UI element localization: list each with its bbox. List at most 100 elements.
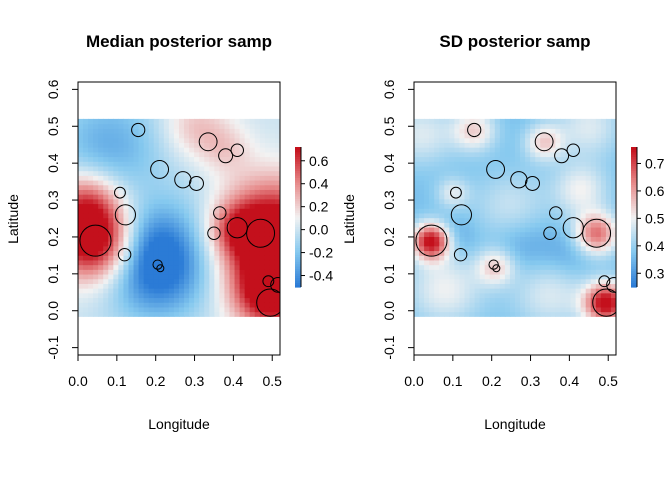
heatmap-cell (610, 128, 616, 134)
heatmap-cell (555, 236, 562, 242)
heatmap-cell (449, 147, 455, 153)
heatmap-cell (158, 283, 165, 289)
heatmap-cell (550, 189, 556, 195)
heatmap-cell (499, 255, 506, 261)
heatmap-cell (244, 273, 251, 280)
heatmap-cell (520, 170, 526, 176)
heatmap-cell (469, 306, 476, 313)
heatmap-cell (545, 212, 551, 219)
heatmap-cell (545, 250, 551, 256)
heatmap-cell (168, 165, 175, 172)
heatmap-cell (138, 269, 145, 275)
heatmap-cell (520, 132, 526, 139)
heatmap-cell (239, 179, 246, 186)
heatmap-cell (98, 208, 104, 214)
heatmap-cell (209, 269, 215, 275)
heatmap-cell (219, 250, 226, 256)
heatmap-cell (515, 245, 521, 252)
heatmap-cell (419, 269, 425, 275)
heatmap-cell (179, 198, 185, 205)
heatmap-cell (219, 259, 226, 266)
heatmap-cell (590, 269, 597, 275)
heatmap-cell (504, 241, 511, 247)
heatmap-cell (449, 288, 455, 294)
heatmap-cell (585, 194, 592, 200)
heatmap-cell (419, 208, 425, 214)
heatmap-cell (459, 236, 466, 242)
heatmap-cell (168, 297, 175, 303)
heatmap-cell (469, 179, 476, 186)
heatmap-cell (454, 226, 461, 233)
site-circle (114, 204, 136, 226)
heatmap-cell (199, 217, 205, 223)
heatmap-cell (234, 231, 241, 237)
heatmap-cell (419, 259, 425, 266)
heatmap-cell (199, 156, 205, 162)
heatmap-cell (444, 217, 450, 223)
heatmap-cell (449, 175, 455, 181)
heatmap-cell (214, 170, 220, 176)
heatmap-cell (264, 212, 271, 219)
heatmap-cell (484, 137, 491, 143)
heatmap-cell (88, 241, 94, 247)
heatmap-cell (234, 194, 241, 200)
heatmap-cell (113, 269, 119, 275)
heatmap-cell (560, 156, 567, 162)
heatmap-cell (254, 306, 261, 313)
heatmap-cell (168, 194, 175, 200)
heatmap-cell (414, 123, 420, 129)
heatmap-cell (484, 273, 491, 280)
heatmap-cell (249, 142, 256, 148)
heatmap-cell (509, 278, 516, 284)
heatmap-cell (209, 137, 215, 143)
heatmap-cell (158, 297, 165, 303)
heatmap-cell (605, 255, 612, 261)
heatmap-cell (189, 259, 195, 266)
heatmap-cell (234, 137, 241, 143)
heatmap-cell (424, 245, 430, 252)
heatmap-cell (143, 128, 150, 134)
heatmap-cell (173, 128, 180, 134)
heatmap-cell (424, 179, 430, 186)
heatmap-cell (424, 250, 430, 256)
heatmap-cell (168, 278, 175, 284)
heatmap-cell (103, 184, 109, 190)
heatmap-cell (499, 194, 506, 200)
heatmap-cell (474, 288, 481, 294)
heatmap-cell (449, 128, 455, 134)
heatmap-cell (269, 118, 276, 125)
heatmap-cell (449, 259, 455, 266)
heatmap-cell (600, 203, 607, 209)
heatmap-cell (444, 132, 450, 139)
heatmap-cell (214, 142, 220, 148)
heatmap-cell (555, 198, 562, 205)
heatmap-cell (189, 297, 195, 303)
heatmap-cell (274, 283, 280, 289)
heatmap-cell (479, 311, 486, 317)
heatmap-cell (600, 170, 607, 176)
heatmap-cell (499, 236, 506, 242)
heatmap-cell (504, 123, 511, 129)
heatmap-cell (499, 311, 506, 317)
heatmap-cell (590, 137, 597, 143)
heatmap-cell (419, 292, 425, 299)
heatmap-cell (194, 203, 200, 209)
heatmap-cell (148, 137, 155, 143)
heatmap-cell (148, 311, 155, 317)
colorbar-swatch (295, 280, 301, 283)
heatmap-cell (153, 306, 160, 313)
heatmap-cell (509, 255, 516, 261)
heatmap-cell (83, 241, 89, 247)
heatmap-cell (540, 142, 546, 148)
heatmap-cell (414, 189, 420, 195)
heatmap-cell (414, 302, 420, 308)
heatmap-cell (189, 255, 195, 261)
heatmap-cell (570, 288, 577, 294)
heatmap-cell (580, 217, 587, 223)
heatmap-cell (249, 184, 256, 190)
heatmap-cell (274, 165, 280, 172)
heatmap-cell (530, 208, 536, 214)
heatmap-cell (98, 189, 104, 195)
heatmap-cell (254, 222, 261, 228)
heatmap-cell (479, 184, 486, 190)
